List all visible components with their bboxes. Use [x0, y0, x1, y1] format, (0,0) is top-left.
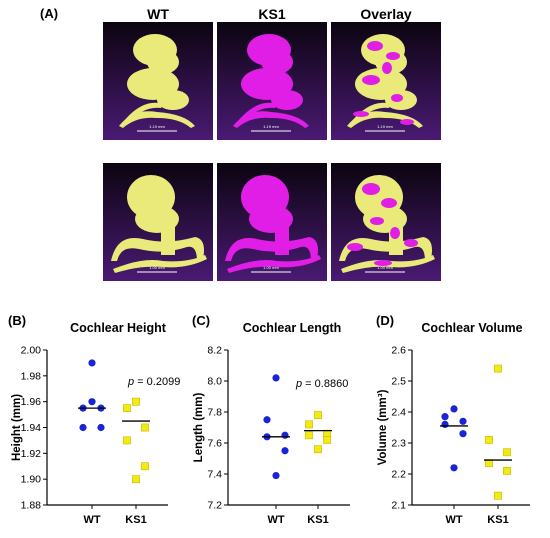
ks1-point — [305, 431, 313, 440]
y-axis-label: Length (mm) — [193, 393, 205, 463]
scale-bar-label: 1.00 mm — [149, 265, 165, 270]
ks1-point — [141, 462, 149, 471]
wt-point — [281, 431, 289, 439]
column-title-wt: WT — [147, 6, 169, 22]
y-tick-label: 2.4 — [391, 407, 406, 419]
y-tick-label: 1.92 — [21, 448, 42, 460]
y-tick-label: 2.6 — [391, 345, 406, 357]
ks1-point — [323, 436, 331, 444]
ks1-point — [494, 364, 502, 373]
cochlea-render-wt-1: 1.19 mm — [103, 22, 213, 140]
p-value-annotation: p = 0.2099 — [127, 376, 180, 388]
chart-title: Cochlear Volume — [421, 321, 522, 335]
cochlea-shape — [111, 175, 207, 273]
y-tick-label: 8.2 — [207, 345, 222, 357]
panel-letter: (B) — [8, 313, 26, 328]
ks1-point — [494, 491, 502, 500]
ks1-point — [503, 448, 511, 457]
cochlea-render-overlay-2: 1.00 mm — [331, 163, 441, 281]
y-tick-label: 2.2 — [391, 469, 406, 481]
y-tick-label: 1.98 — [21, 370, 42, 382]
x-tick-label: KS1 — [125, 514, 146, 526]
y-tick-label: 1.96 — [21, 396, 42, 408]
wt-point — [272, 374, 280, 382]
chart-cochlear-length: (C) Cochlear Length 7.2 7.4 7.6 7.8 8.0 8.2 Leng… — [184, 305, 368, 538]
ks1-point — [305, 420, 313, 429]
column-title-overlay: Overlay — [360, 6, 412, 22]
wt-point — [450, 464, 458, 472]
cochlea-render-wt-2: 1.00 mm — [103, 163, 213, 281]
chart-cochlear-volume: (D) Cochlear Volume 2.1 2.2 2.3 2.4 2.5 2.6 Volu… — [368, 305, 550, 538]
x-tick-label: WT — [83, 514, 100, 526]
ks1-point — [314, 411, 322, 419]
y-axis-label: Height (mm) — [11, 394, 23, 461]
cochlea-render-ks1-2: 1.00 mm — [217, 163, 327, 281]
ks1-point — [123, 436, 131, 445]
wt-point — [441, 420, 449, 428]
panel-letter: (D) — [376, 313, 394, 328]
overlay-ks1-patches — [347, 183, 418, 266]
wt-point — [88, 398, 96, 406]
y-tick-label: 8.0 — [207, 376, 222, 388]
x-tick-label: WT — [267, 514, 284, 526]
y-tick-label: 7.4 — [207, 469, 222, 481]
wt-point — [272, 471, 280, 480]
y-tick-label: 1.94 — [21, 422, 42, 434]
x-tick-label: KS1 — [487, 514, 508, 526]
ks1-point — [123, 404, 131, 413]
wt-point — [79, 423, 87, 432]
ks1-point — [503, 467, 511, 475]
y-tick-label: 2.3 — [391, 438, 406, 450]
chart-title: Cochlear Length — [243, 321, 342, 335]
cochlea-render-overlay-1: 1.19 mm — [331, 22, 441, 140]
scale-bar-label: 1.00 mm — [263, 265, 279, 270]
ks1-point — [132, 397, 140, 406]
panel-letter: (C) — [192, 313, 210, 328]
overlay-ks1-patches — [353, 41, 414, 125]
ks1-point — [485, 436, 493, 444]
wt-point — [459, 417, 467, 425]
wt-point — [450, 405, 458, 413]
wt-point — [459, 430, 467, 438]
y-tick-label: 7.6 — [207, 438, 222, 450]
wt-point — [281, 447, 289, 455]
wt-point — [88, 359, 96, 367]
ks1-point — [132, 475, 140, 484]
y-tick-label: 2.5 — [391, 376, 406, 388]
scale-bar-label: 1.19 mm — [263, 124, 279, 129]
scale-bar-label: 1.19 mm — [149, 124, 165, 129]
wt-point — [97, 423, 105, 432]
p-value-annotation: p = 0.8860 — [295, 378, 348, 390]
ks1-point — [314, 445, 322, 454]
scale-bar-label: 1.00 mm — [377, 265, 393, 270]
panel-a-label: (A) — [40, 6, 59, 21]
cochlea-shape — [233, 34, 309, 128]
ks1-point — [141, 423, 149, 432]
y-tick-label: 1.88 — [21, 500, 42, 512]
wt-point — [441, 413, 449, 421]
y-axis-label: Volume (mm³) — [377, 389, 389, 465]
cochlea-render-ks1-1: 1.19 mm — [217, 22, 327, 140]
chart-title: Cochlear Height — [70, 321, 167, 335]
x-tick-label: KS1 — [307, 514, 328, 526]
wt-point — [263, 416, 271, 424]
y-tick-label: 1.90 — [21, 474, 42, 486]
y-tick-label: 2.00 — [21, 345, 42, 357]
column-title-ks1: KS1 — [258, 6, 286, 22]
y-tick-label: 7.8 — [207, 407, 222, 419]
x-tick-label: WT — [445, 514, 462, 526]
cochlea-shape — [119, 34, 195, 128]
y-tick-label: 7.2 — [207, 500, 222, 512]
chart-cochlear-height: (B) Cochlear Height 1.88 1.90 1.92 1.94 1.96 1.… — [0, 305, 184, 538]
cochlea-shape — [225, 175, 321, 273]
scale-bar-label: 1.19 mm — [377, 124, 393, 129]
y-tick-label: 2.1 — [391, 500, 406, 512]
